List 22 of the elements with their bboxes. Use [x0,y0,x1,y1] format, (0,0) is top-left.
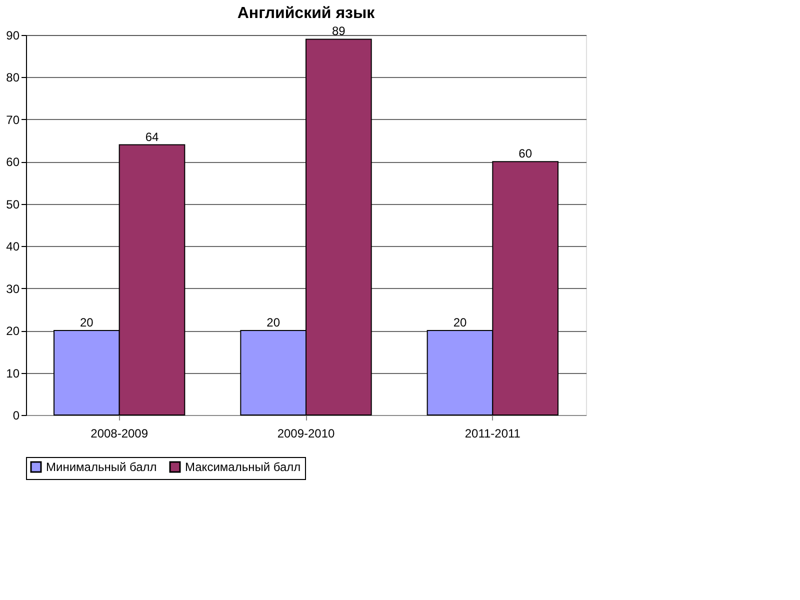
data-label: 60 [518,146,532,161]
y-tick-label: 20 [6,324,20,338]
y-tick-label: 50 [6,197,20,212]
data-label: 20 [266,316,280,330]
y-tick-label: 30 [6,282,20,296]
y-tick-label: 70 [6,112,20,127]
data-label: 20 [80,316,94,330]
legend-label: Минимальный балл [46,460,157,474]
y-tick-label: 80 [6,70,20,85]
data-label: 20 [453,316,467,330]
x-tick-label: 2011-2011 [464,426,521,440]
y-tick-label: 90 [6,28,20,42]
x-tick-label: 2009-2010 [277,426,336,440]
y-tick-label: 40 [6,240,20,254]
y-tick-label: 10 [6,366,20,380]
data-label: 64 [145,130,159,144]
y-tick-label: 0 [12,408,20,422]
data-label: 89 [332,24,346,38]
x-tick-label: 2008-2009 [90,426,148,440]
chart-title: Английский язык [237,5,376,22]
legend-label: Максимальный балл [185,460,301,474]
y-tick-label: 60 [6,155,20,170]
